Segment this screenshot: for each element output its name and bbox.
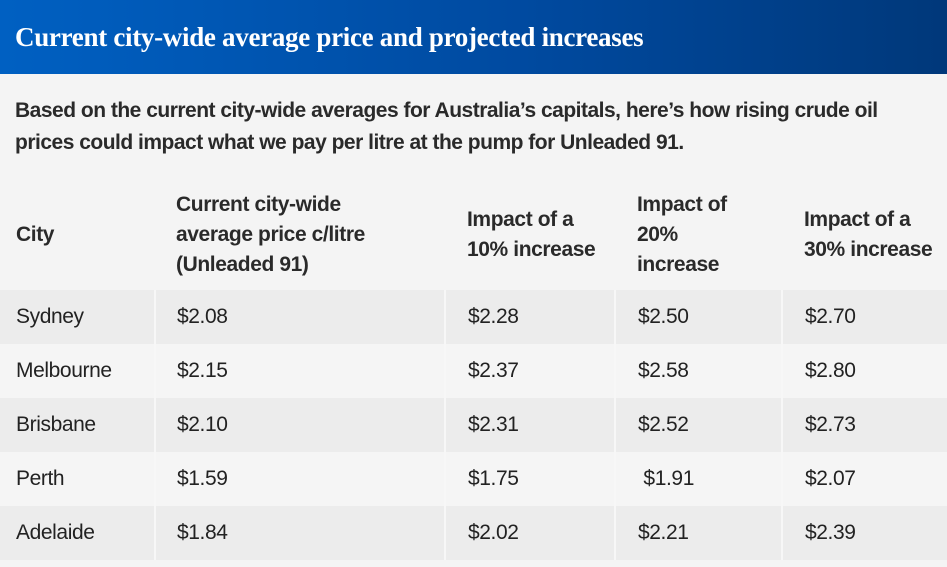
- table-header-row: City Current city-wide average price c/l…: [0, 179, 947, 290]
- cell-current-price: $2.08: [154, 290, 445, 344]
- cell-impact-20: $2.52: [614, 398, 782, 452]
- cell-current-price: $2.15: [154, 344, 445, 398]
- table-row: Perth $1.59 $1.75 $1.91 $2.07: [0, 452, 947, 506]
- cell-impact-30: $2.07: [781, 452, 947, 506]
- cell-city: Perth: [0, 452, 155, 506]
- cell-impact-30: $2.80: [781, 344, 947, 398]
- table-row: Sydney $2.08 $2.28 $2.50 $2.70: [0, 290, 947, 344]
- cell-impact-30: $2.39: [781, 506, 947, 560]
- table-row: Brisbane $2.10 $2.31 $2.52 $2.73: [0, 398, 947, 452]
- cell-impact-20: $2.58: [614, 344, 782, 398]
- cell-city: Adelaide: [0, 506, 155, 560]
- cell-impact-10: $2.02: [444, 506, 615, 560]
- header-impact-20: Impact of 20% increase: [637, 192, 727, 276]
- cell-impact-30: $2.70: [781, 290, 947, 344]
- cell-impact-30: $2.73: [781, 398, 947, 452]
- header-impact-30: Impact of a 30% increase: [804, 207, 933, 261]
- cell-current-price: $1.84: [154, 506, 445, 560]
- table-row: Melbourne $2.15 $2.37 $2.58 $2.80: [0, 344, 947, 398]
- cell-impact-10: $2.37: [444, 344, 615, 398]
- cell-impact-10: $2.31: [444, 398, 615, 452]
- cell-current-price: $1.59: [154, 452, 445, 506]
- title-banner: Current city-wide average price and proj…: [0, 0, 947, 74]
- table-row: Adelaide $1.84 $2.02 $2.21 $2.39: [0, 506, 947, 560]
- cell-city: Melbourne: [0, 344, 155, 398]
- price-table: City Current city-wide average price c/l…: [0, 179, 947, 560]
- header-current-price: Current city-wide average price c/litre …: [176, 192, 365, 276]
- cell-impact-10: $1.75: [444, 452, 615, 506]
- intro-text: Based on the current city-wide averages …: [15, 99, 878, 154]
- cell-impact-20: $2.21: [614, 506, 782, 560]
- cell-impact-20: $2.50: [614, 290, 782, 344]
- cell-impact-20: $1.91: [614, 452, 782, 506]
- page-title: Current city-wide average price and proj…: [15, 21, 644, 52]
- cell-current-price: $2.10: [154, 398, 445, 452]
- cell-impact-10: $2.28: [444, 290, 615, 344]
- cell-city: Brisbane: [0, 398, 155, 452]
- header-city: City: [16, 222, 55, 246]
- header-impact-10: Impact of a 10% increase: [467, 207, 596, 261]
- cell-city: Sydney: [0, 290, 155, 344]
